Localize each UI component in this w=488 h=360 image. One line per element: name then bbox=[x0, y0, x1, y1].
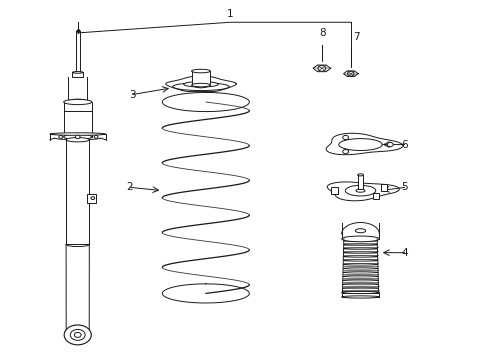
Polygon shape bbox=[312, 65, 330, 72]
Circle shape bbox=[75, 135, 80, 139]
Circle shape bbox=[347, 71, 353, 76]
Polygon shape bbox=[343, 71, 357, 76]
FancyBboxPatch shape bbox=[72, 72, 83, 77]
Bar bbox=[66, 140, 89, 244]
Ellipse shape bbox=[341, 291, 379, 294]
Ellipse shape bbox=[66, 242, 89, 247]
Ellipse shape bbox=[63, 134, 92, 140]
Circle shape bbox=[94, 135, 98, 138]
Ellipse shape bbox=[345, 185, 375, 196]
Ellipse shape bbox=[191, 83, 210, 87]
Ellipse shape bbox=[355, 189, 365, 192]
Ellipse shape bbox=[68, 99, 87, 104]
Text: 8: 8 bbox=[319, 28, 325, 38]
Ellipse shape bbox=[172, 83, 229, 90]
Circle shape bbox=[342, 135, 348, 140]
Circle shape bbox=[386, 143, 392, 147]
Ellipse shape bbox=[183, 82, 218, 87]
Text: 4: 4 bbox=[401, 248, 407, 258]
Bar bbox=[357, 175, 363, 189]
Ellipse shape bbox=[357, 174, 363, 176]
Ellipse shape bbox=[342, 283, 378, 285]
Bar bbox=[341, 293, 379, 297]
Ellipse shape bbox=[343, 244, 377, 246]
Bar bbox=[330, 188, 337, 194]
Bar bbox=[191, 71, 210, 85]
Ellipse shape bbox=[343, 240, 377, 242]
Ellipse shape bbox=[342, 287, 378, 289]
Text: 5: 5 bbox=[401, 182, 407, 192]
Text: 3: 3 bbox=[129, 90, 136, 100]
Ellipse shape bbox=[341, 296, 379, 298]
Text: 6: 6 bbox=[401, 140, 407, 149]
Ellipse shape bbox=[355, 229, 365, 233]
Ellipse shape bbox=[50, 133, 105, 135]
Ellipse shape bbox=[343, 248, 377, 249]
Ellipse shape bbox=[343, 264, 377, 265]
Ellipse shape bbox=[342, 272, 377, 273]
Circle shape bbox=[342, 149, 348, 154]
Ellipse shape bbox=[343, 256, 377, 257]
Bar bbox=[372, 193, 379, 199]
Ellipse shape bbox=[343, 260, 377, 261]
Text: 7: 7 bbox=[352, 32, 359, 42]
Ellipse shape bbox=[342, 291, 378, 293]
Ellipse shape bbox=[343, 252, 377, 253]
Text: 2: 2 bbox=[126, 182, 133, 192]
Bar bbox=[87, 194, 96, 203]
Ellipse shape bbox=[191, 69, 210, 73]
Ellipse shape bbox=[63, 99, 92, 105]
Circle shape bbox=[74, 332, 81, 337]
Ellipse shape bbox=[342, 276, 377, 277]
Circle shape bbox=[91, 197, 95, 199]
Bar bbox=[380, 184, 386, 191]
Ellipse shape bbox=[192, 81, 209, 88]
Circle shape bbox=[70, 329, 85, 340]
Circle shape bbox=[59, 135, 62, 138]
Ellipse shape bbox=[72, 72, 83, 73]
Ellipse shape bbox=[66, 138, 89, 142]
Circle shape bbox=[64, 325, 91, 345]
Ellipse shape bbox=[342, 268, 377, 269]
Bar bbox=[63, 102, 92, 137]
Ellipse shape bbox=[342, 279, 378, 281]
Text: 1: 1 bbox=[226, 9, 233, 19]
Circle shape bbox=[317, 66, 325, 71]
Polygon shape bbox=[326, 182, 399, 201]
Ellipse shape bbox=[341, 236, 379, 242]
